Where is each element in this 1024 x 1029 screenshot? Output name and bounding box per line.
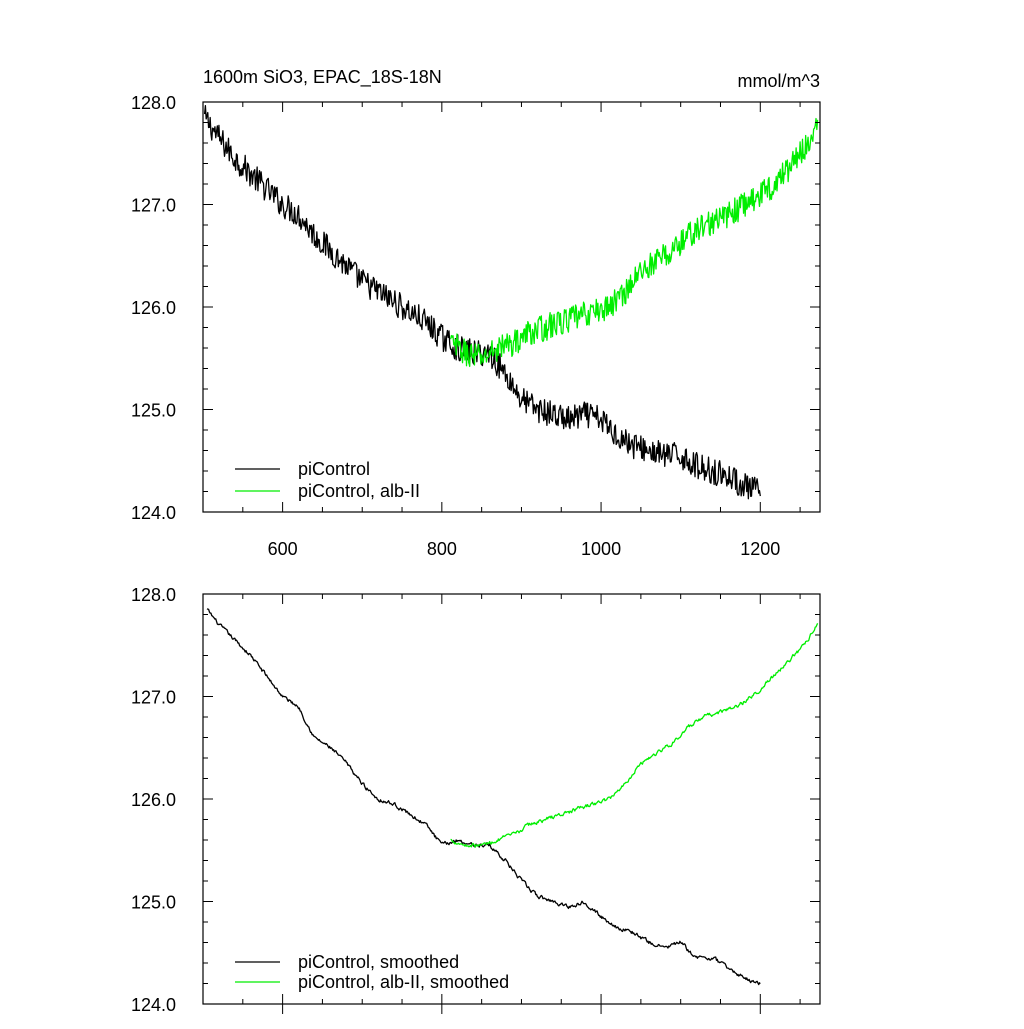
axis-ticks: 124.0 125.0 126.0 127.0 128.0 600 800 1000 1200 bbox=[131, 93, 820, 559]
y-tick-label: 126.0 bbox=[131, 298, 176, 318]
series-line-picontrol bbox=[206, 608, 761, 986]
y-tick-label: 128.0 bbox=[131, 585, 176, 605]
x-tick-label: 1000 bbox=[581, 539, 621, 559]
bottom-panel: 124.0 125.0 126.0 127.0 128.0 piControl, smo… bbox=[131, 585, 821, 1015]
top-panel: 1600m SiO3, EPAC_18S-18N mmol/m^3 124.01… bbox=[131, 67, 821, 559]
y-tick-label: 125.0 bbox=[131, 401, 176, 421]
x-tick-label: 600 bbox=[268, 539, 298, 559]
axis-ticks: 124.0 125.0 126.0 127.0 128.0 bbox=[131, 585, 820, 1015]
y-tick-label: 128.0 bbox=[131, 93, 176, 113]
y-tick-label: 126.0 bbox=[131, 790, 176, 810]
y-tick-label: 124.0 bbox=[131, 503, 176, 523]
legend-label: piControl, alb-II, smoothed bbox=[298, 972, 509, 992]
x-tick-label: 1200 bbox=[740, 539, 780, 559]
series-line-picontrol bbox=[203, 105, 761, 500]
series-layer bbox=[206, 608, 819, 986]
legend-label: piControl bbox=[298, 459, 370, 479]
legend-label: piControl, alb-II bbox=[298, 481, 420, 501]
series-layer bbox=[203, 105, 819, 500]
y-tick-label: 127.0 bbox=[131, 196, 176, 216]
units-label: mmol/m^3 bbox=[738, 71, 820, 91]
x-tick-label: 800 bbox=[427, 539, 457, 559]
y-tick-label: 127.0 bbox=[131, 688, 176, 708]
y-tick-label: 125.0 bbox=[131, 893, 176, 913]
series-line-picontrol-alb-ii bbox=[449, 117, 819, 368]
chart-title: 1600m SiO3, EPAC_18S-18N bbox=[203, 67, 442, 88]
series-line-picontrol-alb-ii bbox=[450, 623, 819, 848]
y-tick-label: 124.0 bbox=[131, 995, 176, 1015]
legend-label: piControl, smoothed bbox=[298, 952, 459, 972]
